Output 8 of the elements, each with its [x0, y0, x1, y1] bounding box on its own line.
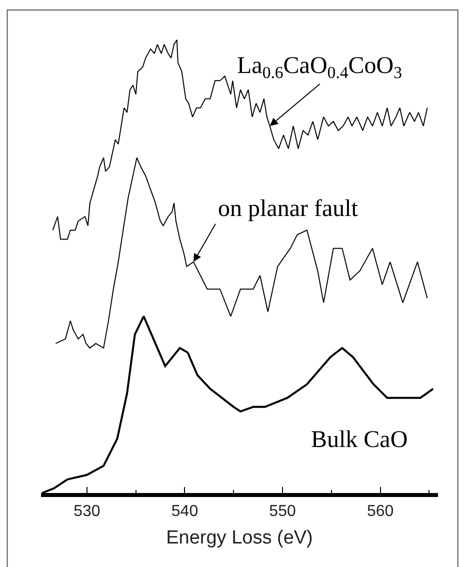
x-axis-title: Energy Loss (eV) [166, 528, 313, 548]
annotation: on planar fault [218, 196, 358, 222]
x-tick-label: 530 [74, 503, 100, 520]
annotation: La$_{0.6}$CaO$_{0.4}$CoO$_{3}$ [237, 53, 402, 82]
x-tick-label: 540 [171, 503, 198, 520]
x-tick-label: 550 [269, 503, 296, 520]
annotation: Bulk CaO [311, 427, 408, 453]
x-tick-label: 560 [366, 503, 394, 520]
